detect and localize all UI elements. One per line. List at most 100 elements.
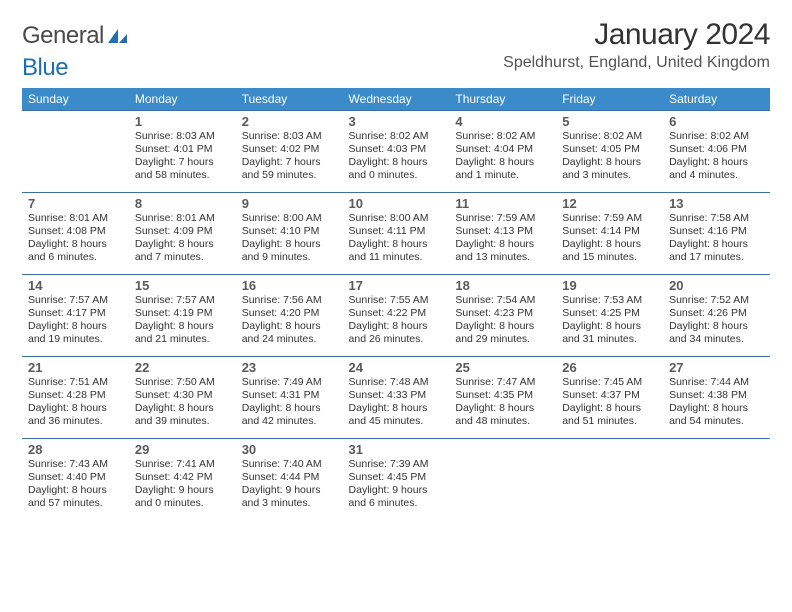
day-number: 16	[242, 278, 337, 293]
day-cell: 21Sunrise: 7:51 AMSunset: 4:28 PMDayligh…	[22, 357, 129, 439]
day-number: 20	[669, 278, 764, 293]
day-info: Sunrise: 7:43 AMSunset: 4:40 PMDaylight:…	[28, 458, 123, 511]
day-cell: 9Sunrise: 8:00 AMSunset: 4:10 PMDaylight…	[236, 193, 343, 275]
day-info: Sunrise: 8:02 AMSunset: 4:04 PMDaylight:…	[455, 130, 550, 183]
day-cell: 20Sunrise: 7:52 AMSunset: 4:26 PMDayligh…	[663, 275, 770, 357]
day-cell: 8Sunrise: 8:01 AMSunset: 4:09 PMDaylight…	[129, 193, 236, 275]
day-number: 5	[562, 114, 657, 129]
day-info: Sunrise: 7:57 AMSunset: 4:19 PMDaylight:…	[135, 294, 230, 347]
day-number: 8	[135, 196, 230, 211]
day-info: Sunrise: 8:01 AMSunset: 4:09 PMDaylight:…	[135, 212, 230, 265]
day-cell: 22Sunrise: 7:50 AMSunset: 4:30 PMDayligh…	[129, 357, 236, 439]
day-info: Sunrise: 7:58 AMSunset: 4:16 PMDaylight:…	[669, 212, 764, 265]
day-number: 11	[455, 196, 550, 211]
day-cell: 12Sunrise: 7:59 AMSunset: 4:14 PMDayligh…	[556, 193, 663, 275]
day-cell: 10Sunrise: 8:00 AMSunset: 4:11 PMDayligh…	[343, 193, 450, 275]
day-number: 13	[669, 196, 764, 211]
day-cell: 1Sunrise: 8:03 AMSunset: 4:01 PMDaylight…	[129, 111, 236, 193]
day-cell: 15Sunrise: 7:57 AMSunset: 4:19 PMDayligh…	[129, 275, 236, 357]
day-info: Sunrise: 7:55 AMSunset: 4:22 PMDaylight:…	[349, 294, 444, 347]
weekday-header: Wednesday	[343, 88, 450, 111]
empty-cell	[663, 439, 770, 521]
day-info: Sunrise: 8:02 AMSunset: 4:05 PMDaylight:…	[562, 130, 657, 183]
day-info: Sunrise: 8:03 AMSunset: 4:01 PMDaylight:…	[135, 130, 230, 183]
day-number: 29	[135, 442, 230, 457]
day-info: Sunrise: 7:44 AMSunset: 4:38 PMDaylight:…	[669, 376, 764, 429]
day-cell: 5Sunrise: 8:02 AMSunset: 4:05 PMDaylight…	[556, 111, 663, 193]
day-info: Sunrise: 8:02 AMSunset: 4:03 PMDaylight:…	[349, 130, 444, 183]
day-number: 22	[135, 360, 230, 375]
day-cell: 31Sunrise: 7:39 AMSunset: 4:45 PMDayligh…	[343, 439, 450, 521]
title-block: January 2024 Speldhurst, England, United…	[503, 18, 770, 72]
day-number: 23	[242, 360, 337, 375]
empty-cell	[556, 439, 663, 521]
day-number: 24	[349, 360, 444, 375]
day-number: 28	[28, 442, 123, 457]
day-info: Sunrise: 7:59 AMSunset: 4:13 PMDaylight:…	[455, 212, 550, 265]
day-info: Sunrise: 7:53 AMSunset: 4:25 PMDaylight:…	[562, 294, 657, 347]
day-number: 21	[28, 360, 123, 375]
day-cell: 30Sunrise: 7:40 AMSunset: 4:44 PMDayligh…	[236, 439, 343, 521]
day-info: Sunrise: 8:03 AMSunset: 4:02 PMDaylight:…	[242, 130, 337, 183]
day-cell: 14Sunrise: 7:57 AMSunset: 4:17 PMDayligh…	[22, 275, 129, 357]
day-info: Sunrise: 8:01 AMSunset: 4:08 PMDaylight:…	[28, 212, 123, 265]
day-number: 14	[28, 278, 123, 293]
day-info: Sunrise: 7:54 AMSunset: 4:23 PMDaylight:…	[455, 294, 550, 347]
logo: General	[22, 22, 130, 50]
day-info: Sunrise: 7:41 AMSunset: 4:42 PMDaylight:…	[135, 458, 230, 511]
day-cell: 4Sunrise: 8:02 AMSunset: 4:04 PMDaylight…	[449, 111, 556, 193]
empty-cell	[449, 439, 556, 521]
weekday-header-row: SundayMondayTuesdayWednesdayThursdayFrid…	[22, 88, 770, 111]
calendar-body: 1Sunrise: 8:03 AMSunset: 4:01 PMDaylight…	[22, 111, 770, 521]
empty-cell	[22, 111, 129, 193]
day-number: 4	[455, 114, 550, 129]
day-cell: 24Sunrise: 7:48 AMSunset: 4:33 PMDayligh…	[343, 357, 450, 439]
day-number: 2	[242, 114, 337, 129]
weekday-header: Friday	[556, 88, 663, 111]
day-number: 7	[28, 196, 123, 211]
day-cell: 23Sunrise: 7:49 AMSunset: 4:31 PMDayligh…	[236, 357, 343, 439]
day-info: Sunrise: 7:40 AMSunset: 4:44 PMDaylight:…	[242, 458, 337, 511]
weekday-header: Tuesday	[236, 88, 343, 111]
day-cell: 7Sunrise: 8:01 AMSunset: 4:08 PMDaylight…	[22, 193, 129, 275]
day-cell: 3Sunrise: 8:02 AMSunset: 4:03 PMDaylight…	[343, 111, 450, 193]
day-cell: 18Sunrise: 7:54 AMSunset: 4:23 PMDayligh…	[449, 275, 556, 357]
day-info: Sunrise: 7:57 AMSunset: 4:17 PMDaylight:…	[28, 294, 123, 347]
day-cell: 6Sunrise: 8:02 AMSunset: 4:06 PMDaylight…	[663, 111, 770, 193]
day-number: 12	[562, 196, 657, 211]
weekday-header: Sunday	[22, 88, 129, 111]
day-cell: 17Sunrise: 7:55 AMSunset: 4:22 PMDayligh…	[343, 275, 450, 357]
day-info: Sunrise: 7:48 AMSunset: 4:33 PMDaylight:…	[349, 376, 444, 429]
day-number: 19	[562, 278, 657, 293]
day-cell: 19Sunrise: 7:53 AMSunset: 4:25 PMDayligh…	[556, 275, 663, 357]
calendar-row: 21Sunrise: 7:51 AMSunset: 4:28 PMDayligh…	[22, 357, 770, 439]
logo-word2: Blue	[22, 54, 68, 82]
day-info: Sunrise: 7:56 AMSunset: 4:20 PMDaylight:…	[242, 294, 337, 347]
calendar-row: 28Sunrise: 7:43 AMSunset: 4:40 PMDayligh…	[22, 439, 770, 521]
day-number: 31	[349, 442, 444, 457]
logo-sail-icon	[106, 27, 128, 45]
day-cell: 16Sunrise: 7:56 AMSunset: 4:20 PMDayligh…	[236, 275, 343, 357]
day-info: Sunrise: 8:00 AMSunset: 4:11 PMDaylight:…	[349, 212, 444, 265]
day-cell: 26Sunrise: 7:45 AMSunset: 4:37 PMDayligh…	[556, 357, 663, 439]
location: Speldhurst, England, United Kingdom	[503, 54, 770, 72]
day-number: 27	[669, 360, 764, 375]
calendar-row: 14Sunrise: 7:57 AMSunset: 4:17 PMDayligh…	[22, 275, 770, 357]
day-info: Sunrise: 7:59 AMSunset: 4:14 PMDaylight:…	[562, 212, 657, 265]
weekday-header: Saturday	[663, 88, 770, 111]
day-cell: 2Sunrise: 8:03 AMSunset: 4:02 PMDaylight…	[236, 111, 343, 193]
day-info: Sunrise: 7:52 AMSunset: 4:26 PMDaylight:…	[669, 294, 764, 347]
calendar-row: 7Sunrise: 8:01 AMSunset: 4:08 PMDaylight…	[22, 193, 770, 275]
day-number: 6	[669, 114, 764, 129]
day-cell: 25Sunrise: 7:47 AMSunset: 4:35 PMDayligh…	[449, 357, 556, 439]
day-cell: 28Sunrise: 7:43 AMSunset: 4:40 PMDayligh…	[22, 439, 129, 521]
day-number: 15	[135, 278, 230, 293]
month-title: January 2024	[503, 18, 770, 52]
day-number: 30	[242, 442, 337, 457]
day-number: 1	[135, 114, 230, 129]
day-number: 18	[455, 278, 550, 293]
day-info: Sunrise: 8:02 AMSunset: 4:06 PMDaylight:…	[669, 130, 764, 183]
calendar-row: 1Sunrise: 8:03 AMSunset: 4:01 PMDaylight…	[22, 111, 770, 193]
day-number: 3	[349, 114, 444, 129]
day-cell: 13Sunrise: 7:58 AMSunset: 4:16 PMDayligh…	[663, 193, 770, 275]
